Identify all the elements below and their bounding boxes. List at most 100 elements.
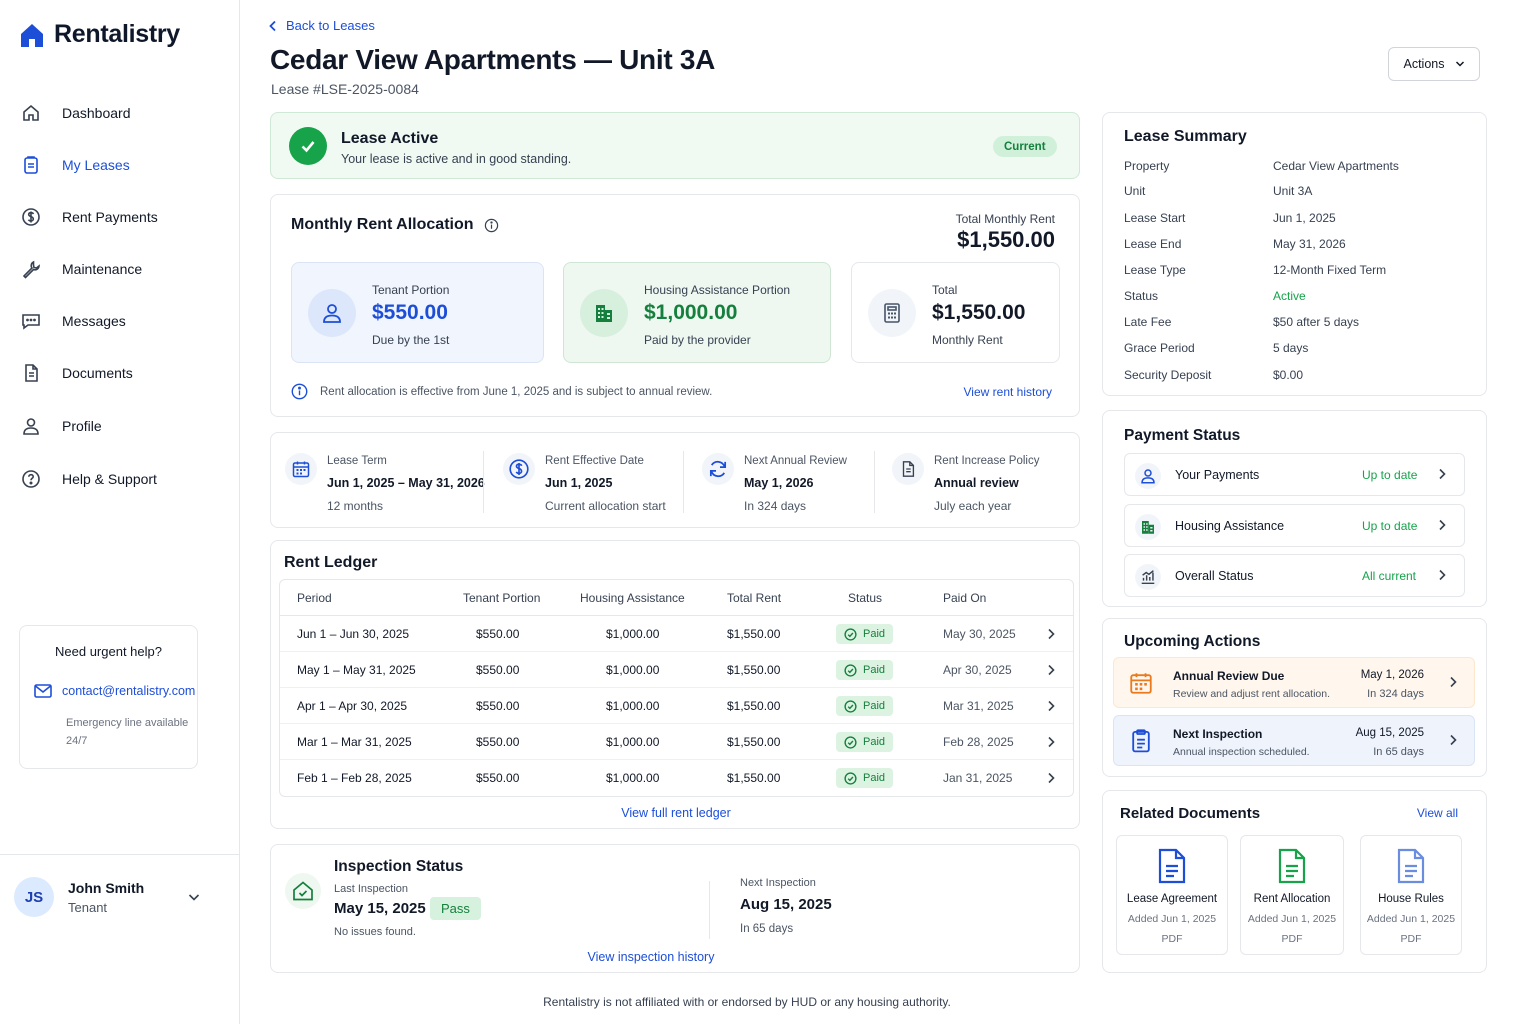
table-row[interactable]: Apr 1 – Apr 30, 2025 $550.00 $1,000.00 $1,5… (280, 688, 1073, 724)
document-icon (892, 453, 924, 485)
chat-icon (20, 310, 42, 332)
housing-portion-amount: $1,000.00 (644, 301, 738, 324)
chevron-down-icon[interactable] (186, 889, 202, 905)
chart-icon (1135, 564, 1161, 590)
sidebar-item-my-leases[interactable]: My Leases (20, 153, 130, 177)
period-cell: Jun 1 – Jun 30, 2025 (297, 627, 410, 641)
document-house-rules[interactable]: House Rules Added Jun 1, 2025 PDF (1360, 835, 1462, 955)
summary-key: Property (1124, 159, 1170, 173)
dollar-circle-icon (20, 206, 42, 228)
document-rent-allocation[interactable]: Rent Allocation Added Jun 1, 2025 PDF (1240, 835, 1344, 955)
sidebar-item-label: Profile (62, 418, 102, 434)
table-row[interactable]: Jun 1 – Jun 30, 2025 $550.00 $1,000.00 $1,5… (280, 616, 1073, 652)
clipboard-icon (1128, 728, 1154, 754)
sidebar-item-documents[interactable]: Documents (20, 361, 133, 385)
paid-badge: Paid (836, 660, 894, 680)
file-icon (1361, 848, 1461, 884)
paid-on-cell: May 30, 2025 (943, 627, 1016, 641)
document-lease-agreement[interactable]: Lease Agreement Added Jun 1, 2025 PDF (1116, 835, 1228, 955)
table-row[interactable]: Feb 1 – Feb 28, 2025 $550.00 $1,000.00 $1,5… (280, 760, 1073, 796)
summary-key: Grace Period (1124, 341, 1195, 355)
allocation-title-row: Monthly Rent Allocation (291, 216, 499, 234)
tenant-portion-amount: $550.00 (372, 301, 448, 324)
next-inspection-countdown: In 65 days (740, 923, 794, 935)
calendar-icon (285, 453, 317, 485)
period-cell: Feb 1 – Feb 28, 2025 (297, 771, 412, 785)
status-description: Your lease is active and in good standin… (341, 152, 572, 166)
period-cell: Apr 1 – Apr 30, 2025 (297, 699, 408, 713)
tenant-portion-label: Tenant Portion (372, 283, 450, 297)
payment-row-name: Your Payments (1175, 468, 1260, 482)
summary-value: $0.00 (1273, 368, 1304, 382)
help-email-link[interactable]: contact@rentalistry.com (34, 684, 195, 698)
column-header: Period (297, 591, 332, 605)
actions-button[interactable]: Actions (1388, 47, 1480, 81)
divider (874, 451, 875, 513)
period-cell: May 1 – May 31, 2025 (297, 663, 416, 677)
refresh-icon (702, 453, 734, 485)
logo[interactable]: Rentalistry (18, 20, 180, 49)
view-rent-history-link[interactable]: View rent history (963, 385, 1052, 399)
chevron-right-icon[interactable] (1047, 652, 1055, 688)
help-circle-icon (20, 468, 42, 490)
table-row[interactable]: Mar 1 – Mar 31, 2025 $550.00 $1,000.00 $1,5… (280, 724, 1073, 760)
payment-row-housing-assistance[interactable]: Housing Assistance Up to date (1124, 504, 1465, 547)
lease-number: Lease #LSE-2025-0084 (271, 81, 419, 97)
summary-key: Late Fee (1124, 315, 1172, 329)
view-inspection-history-link[interactable]: View inspection history (587, 950, 715, 964)
total-monthly-rent-value: $1,550.00 (957, 227, 1055, 252)
chevron-right-icon (1438, 468, 1446, 480)
upcoming-row-date: Aug 15, 2025 (1355, 727, 1424, 739)
view-all-documents-link[interactable]: View all (1416, 806, 1458, 820)
chevron-right-icon (1449, 734, 1457, 746)
sidebar-item-rent-payments[interactable]: Rent Payments (20, 205, 158, 229)
paid-label: Paid (863, 628, 886, 640)
back-link[interactable]: Back to Leases (268, 18, 375, 33)
inspection-title: Inspection Status (334, 858, 464, 875)
term-label: Rent Effective Date (545, 455, 644, 467)
upcoming-row-annual-review[interactable]: Annual Review Due Review and adjust rent… (1113, 657, 1475, 708)
help-card: Need urgent help? contact@rentalistry.co… (19, 625, 198, 769)
chevron-right-icon[interactable] (1047, 616, 1055, 652)
home-icon (20, 102, 42, 124)
info-icon[interactable] (484, 218, 499, 233)
term-value: Jun 1, 2025 – May 31, 2026 (327, 476, 485, 490)
upcoming-row-next-inspection[interactable]: Next Inspection Annual inspection schedu… (1113, 715, 1475, 766)
table-row[interactable]: May 1 – May 31, 2025 $550.00 $1,000.00 $1,5… (280, 652, 1073, 688)
housing-portion-card: Housing Assistance Portion $1,000.00 Pai… (563, 262, 831, 363)
file-icon (1117, 848, 1227, 884)
column-header: Status (848, 591, 883, 605)
status-cell: Paid (836, 616, 894, 652)
chevron-right-icon[interactable] (1047, 760, 1055, 796)
user-menu[interactable]: JS John Smith Tenant (0, 854, 240, 1024)
divider (709, 881, 710, 939)
paid-badge: Paid (836, 732, 894, 752)
housing-portion-label: Housing Assistance Portion (644, 283, 791, 297)
sidebar-item-dashboard[interactable]: Dashboard (20, 101, 131, 125)
chevron-right-icon[interactable] (1047, 724, 1055, 760)
info-icon (291, 383, 308, 400)
payment-row-overall-status[interactable]: Overall Status All current (1124, 554, 1465, 597)
table-header: Period Tenant Portion Housing Assistance… (280, 580, 1073, 616)
sidebar-item-profile[interactable]: Profile (20, 414, 102, 438)
payment-row-your-payments[interactable]: Your Payments Up to date (1124, 453, 1465, 496)
sidebar-item-messages[interactable]: Messages (20, 309, 126, 333)
paid-label: Paid (863, 736, 886, 748)
file-icon (1241, 848, 1343, 884)
next-inspection-label: Next Inspection (740, 877, 816, 889)
chevron-right-icon[interactable] (1047, 688, 1055, 724)
paid-label: Paid (863, 700, 886, 712)
user-icon (1135, 463, 1161, 489)
building-icon (580, 289, 628, 337)
check-circle-icon (844, 735, 857, 749)
sidebar-item-maintenance[interactable]: Maintenance (20, 257, 142, 281)
column-header: Housing Assistance (580, 591, 685, 605)
chevron-right-icon (1449, 676, 1457, 688)
upcoming-row-date: May 1, 2026 (1360, 669, 1424, 681)
sidebar-item-help[interactable]: Help & Support (20, 467, 157, 491)
check-circle-icon (289, 127, 327, 165)
view-full-ledger-link[interactable]: View full rent ledger (621, 806, 731, 820)
wrench-icon (20, 258, 42, 280)
inspection-note: No issues found. (334, 926, 416, 938)
paid-badge: Paid (836, 696, 894, 716)
